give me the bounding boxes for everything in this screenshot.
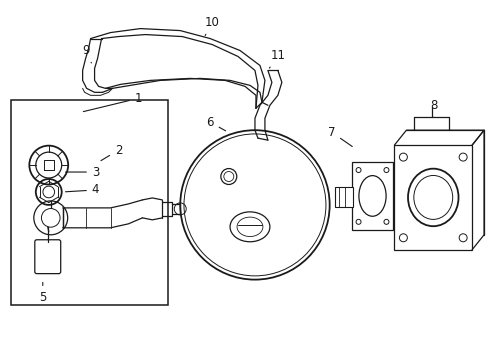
Text: 8: 8	[430, 99, 437, 117]
Text: 2: 2	[101, 144, 122, 161]
Bar	[394, 145, 471, 250]
Bar	[334, 187, 352, 207]
Text: 4: 4	[65, 184, 99, 197]
Text: 7: 7	[327, 126, 351, 147]
Text: 11: 11	[269, 49, 285, 68]
FancyBboxPatch shape	[35, 240, 61, 274]
Text: 9: 9	[81, 44, 91, 63]
Text: 10: 10	[204, 16, 219, 36]
Text: 6: 6	[206, 116, 225, 131]
Text: 5: 5	[39, 282, 46, 304]
Text: 3: 3	[65, 166, 99, 179]
Bar	[351, 162, 393, 230]
Text: 1: 1	[83, 92, 142, 112]
Bar	[11, 100, 168, 305]
